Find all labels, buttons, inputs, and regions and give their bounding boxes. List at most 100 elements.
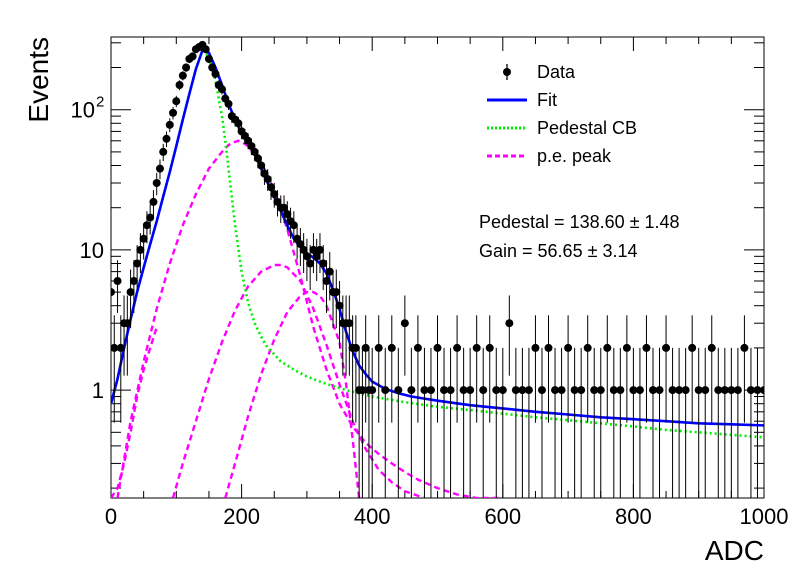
data-point: [322, 260, 331, 313]
data-marker: [178, 71, 187, 80]
legend-label-fit: Fit: [537, 90, 557, 110]
data-point: [518, 347, 527, 498]
data-marker: [296, 240, 305, 249]
data-marker: [266, 183, 275, 192]
data-point: [224, 98, 233, 110]
data-point: [642, 315, 651, 423]
data-point: [146, 204, 155, 235]
data-point: [139, 223, 148, 260]
data-point: [315, 233, 324, 274]
data-point: [694, 347, 703, 498]
data-marker: [351, 343, 360, 352]
legend-marker-data: [503, 68, 511, 76]
data-point: [714, 347, 723, 498]
data-marker: [146, 213, 155, 222]
data-marker: [169, 108, 178, 117]
data-marker: [165, 120, 174, 129]
data-marker: [400, 319, 409, 328]
data-marker: [420, 386, 429, 395]
data-point: [570, 347, 579, 498]
data-point: [505, 295, 514, 376]
data-marker: [280, 203, 289, 212]
data-point: [648, 347, 657, 498]
data-marker: [123, 319, 132, 328]
data-marker: [740, 343, 749, 352]
legend-label-pedestal: Pedestal CB: [537, 118, 637, 138]
data-marker: [479, 386, 488, 395]
data-point: [368, 347, 377, 498]
data-marker: [609, 386, 618, 395]
data-marker: [299, 245, 308, 254]
x-tick-label: 0: [105, 504, 117, 529]
curve-p-e-peak-4: [111, 327, 158, 498]
data-marker: [111, 288, 115, 297]
data-marker: [358, 386, 367, 395]
data-marker: [622, 343, 631, 352]
data-marker: [113, 277, 122, 286]
data-marker: [616, 386, 625, 395]
data-marker: [111, 343, 119, 352]
data-point: [335, 281, 344, 348]
data-point: [129, 260, 138, 313]
data-point: [178, 71, 187, 81]
data-point: [564, 315, 573, 423]
data-marker: [273, 197, 282, 206]
data-marker: [603, 343, 612, 352]
data-point: [511, 347, 520, 498]
data-marker: [629, 386, 638, 395]
curve-p-e-peak-2: [171, 263, 425, 498]
data-marker: [707, 343, 716, 352]
data-marker: [306, 259, 315, 268]
data-marker: [720, 386, 729, 395]
data-marker: [155, 164, 164, 173]
data-marker: [218, 85, 227, 94]
data-marker: [570, 386, 579, 395]
curve-p-e-peak-1: [116, 139, 503, 498]
data-point: [760, 347, 764, 498]
data-marker: [760, 386, 764, 395]
data-marker: [655, 386, 664, 395]
data-marker: [322, 277, 331, 286]
data-point: [204, 54, 213, 64]
legend-label-data: Data: [537, 62, 576, 82]
x-tick-label: 200: [223, 504, 260, 529]
x-tick-labels: 0 200 400 600 800 1000: [105, 504, 789, 529]
data-point: [273, 190, 282, 217]
data-marker: [315, 245, 324, 254]
data-marker: [253, 154, 262, 163]
data-marker: [139, 234, 148, 243]
legend: Data Fit Pedestal CB p.e. peak: [487, 62, 637, 166]
data-marker: [433, 343, 442, 352]
data-marker: [753, 386, 762, 395]
data-point: [583, 315, 592, 423]
legend-entry-pe-peak: p.e. peak: [487, 146, 612, 166]
data-marker: [204, 54, 213, 63]
data-point: [296, 228, 305, 266]
y-tick-exponent: 2: [96, 94, 104, 111]
data-marker: [270, 190, 279, 199]
data-marker: [381, 386, 390, 395]
data-marker: [583, 343, 592, 352]
data-point: [420, 347, 429, 498]
data-marker: [152, 179, 161, 188]
data-points: [111, 40, 764, 498]
data-marker: [172, 97, 181, 106]
data-point: [116, 315, 125, 423]
data-point: [426, 347, 435, 498]
data-marker: [149, 197, 158, 206]
data-marker: [201, 45, 210, 54]
data-point: [733, 347, 742, 498]
data-marker: [361, 343, 370, 352]
data-point: [446, 347, 455, 498]
data-marker: [283, 210, 292, 219]
data-point: [727, 347, 736, 498]
data-point: [358, 347, 367, 498]
data-marker: [440, 386, 449, 395]
data-point: [155, 159, 164, 180]
data-marker: [263, 175, 272, 184]
data-point: [149, 190, 158, 217]
data-point: [577, 347, 586, 498]
legend-label-pe-peak: p.e. peak: [537, 146, 612, 166]
data-marker: [551, 386, 560, 395]
data-point: [681, 347, 690, 498]
